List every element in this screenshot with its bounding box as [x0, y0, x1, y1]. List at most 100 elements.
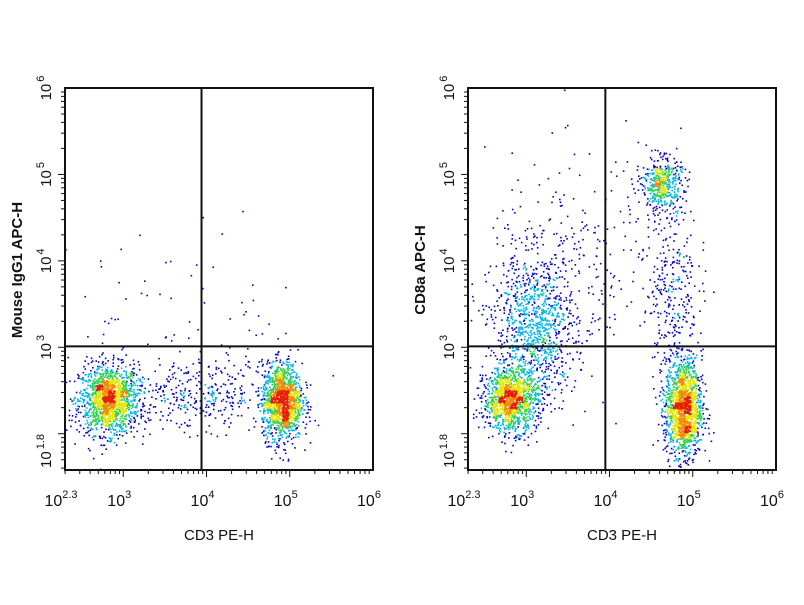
- event-dot: [296, 400, 298, 402]
- event-dot: [518, 310, 520, 312]
- event-dot: [664, 334, 666, 336]
- event-dot: [306, 424, 308, 426]
- event-dot: [638, 256, 640, 258]
- event-dot: [682, 168, 684, 170]
- event-dot: [560, 341, 562, 343]
- event-dot: [559, 307, 561, 309]
- event-dot: [662, 159, 664, 161]
- event-dot: [580, 353, 582, 355]
- event-dot: [614, 319, 616, 321]
- event-dot: [133, 411, 135, 413]
- event-dot: [538, 415, 540, 417]
- event-dot: [173, 404, 175, 406]
- event-dot: [690, 235, 692, 237]
- event-dot: [566, 238, 568, 240]
- event-dot: [569, 368, 571, 370]
- event-dot: [272, 379, 274, 381]
- event-dot: [298, 392, 300, 394]
- event-dot: [553, 297, 555, 299]
- event-dot: [220, 371, 222, 373]
- event-dot: [682, 319, 684, 321]
- event-dot: [203, 393, 205, 395]
- event-dot: [273, 390, 275, 392]
- event-dot: [144, 393, 146, 395]
- event-dot: [198, 375, 200, 377]
- event-dot: [69, 410, 71, 412]
- event-dot: [97, 398, 99, 400]
- event-dot: [237, 415, 239, 417]
- event-dot: [656, 344, 658, 346]
- event-dot: [257, 372, 259, 374]
- event-dot: [656, 403, 658, 405]
- event-dot: [133, 392, 135, 394]
- event-dot: [294, 399, 296, 401]
- event-dot: [266, 438, 268, 440]
- event-dot: [287, 428, 289, 430]
- event-dot: [218, 392, 220, 394]
- event-dot: [497, 423, 499, 425]
- event-dot: [697, 342, 699, 344]
- right-dots: [470, 90, 715, 472]
- event-dot: [607, 269, 609, 271]
- event-dot: [569, 300, 571, 302]
- event-dot: [119, 434, 121, 436]
- event-dot: [568, 324, 570, 326]
- event-dot: [99, 436, 101, 438]
- event-dot: [688, 312, 690, 314]
- event-dot: [94, 415, 96, 417]
- event-dot: [643, 167, 645, 169]
- event-dot: [557, 370, 559, 372]
- event-dot: [178, 404, 180, 406]
- event-dot: [275, 354, 277, 356]
- event-dot: [491, 316, 493, 318]
- event-dot: [96, 373, 98, 375]
- event-dot: [514, 350, 516, 352]
- event-dot: [666, 312, 668, 314]
- event-dot: [95, 383, 97, 385]
- event-dot: [540, 421, 542, 423]
- event-dot: [528, 284, 530, 286]
- event-dot: [266, 389, 268, 391]
- event-dot: [103, 398, 105, 400]
- event-dot: [141, 390, 143, 392]
- event-dot: [282, 372, 284, 374]
- event-dot: [276, 442, 278, 444]
- event-dot: [116, 399, 118, 401]
- event-dot: [116, 396, 118, 398]
- event-dot: [261, 359, 263, 361]
- event-dot: [501, 343, 503, 345]
- event-dot: [107, 372, 109, 374]
- event-dot: [126, 432, 128, 434]
- event-dot: [284, 432, 286, 434]
- event-dot: [655, 210, 657, 212]
- event-dot: [147, 412, 149, 414]
- event-dot: [117, 412, 119, 414]
- event-dot: [117, 425, 119, 427]
- event-dot: [561, 205, 563, 207]
- event-dot: [674, 324, 676, 326]
- event-dot: [489, 412, 491, 414]
- event-dot: [99, 356, 101, 358]
- event-dot: [270, 446, 272, 448]
- event-dot: [210, 401, 212, 403]
- event-dot: [122, 435, 124, 437]
- event-dot: [284, 385, 286, 387]
- event-dot: [560, 240, 562, 242]
- event-dot: [579, 358, 581, 360]
- event-dot: [686, 275, 688, 277]
- event-dot: [529, 409, 531, 411]
- event-dot: [532, 418, 534, 420]
- event-dot: [511, 238, 513, 240]
- event-dot: [224, 420, 226, 422]
- event-dot: [274, 438, 276, 440]
- event-dot: [240, 393, 242, 395]
- event-dot: [588, 292, 590, 294]
- event-dot: [94, 371, 96, 373]
- event-dot: [683, 190, 685, 192]
- event-dot: [271, 362, 273, 364]
- event-dot: [86, 395, 88, 397]
- event-dot: [112, 384, 114, 386]
- event-dot: [119, 382, 121, 384]
- event-dot: [260, 387, 262, 389]
